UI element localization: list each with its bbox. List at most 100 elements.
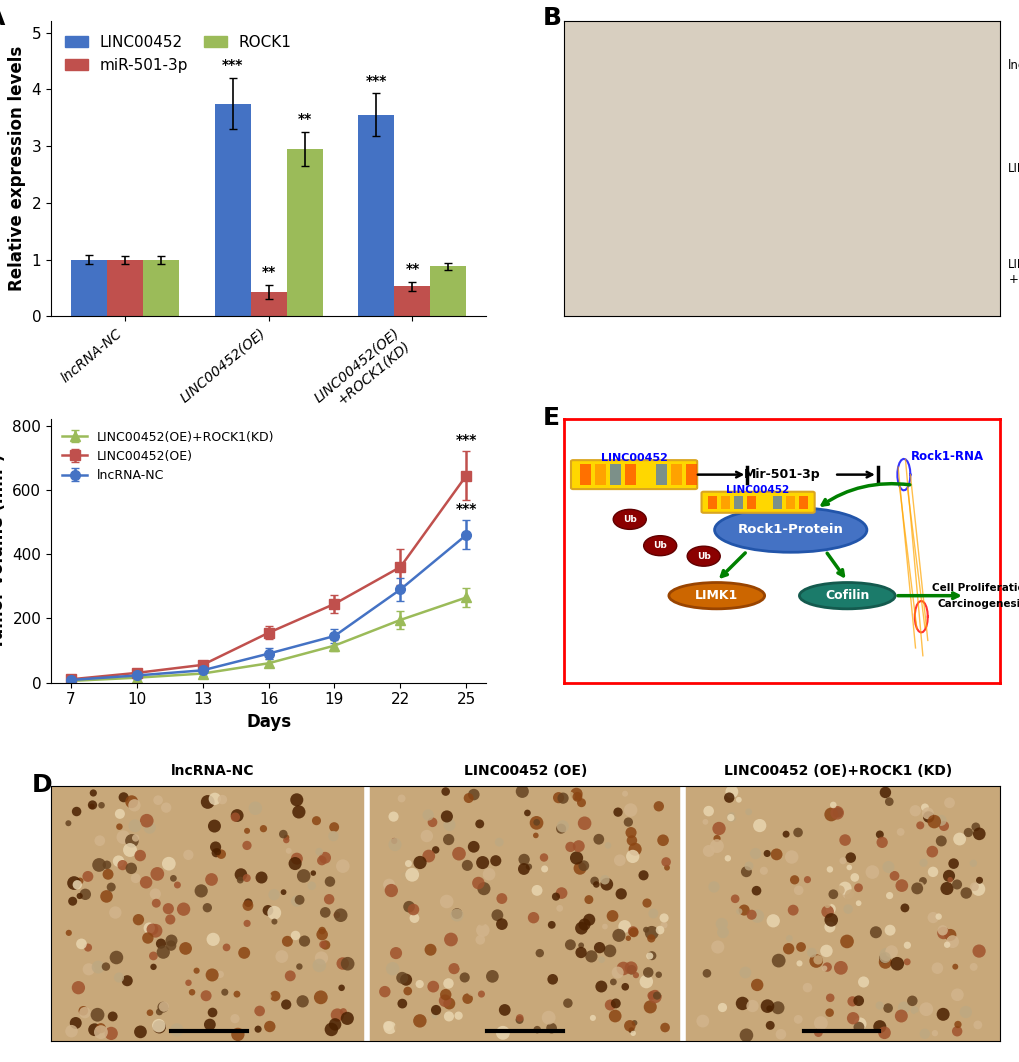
Point <box>638 973 654 990</box>
X-axis label: Days: Days <box>246 713 290 731</box>
Point <box>604 974 621 991</box>
FancyBboxPatch shape <box>594 464 605 485</box>
Point <box>450 845 467 862</box>
Point <box>112 805 128 822</box>
Point <box>959 824 975 841</box>
Point <box>945 855 961 872</box>
Text: Ub: Ub <box>653 542 666 550</box>
Point <box>627 841 643 858</box>
Point <box>111 818 127 835</box>
Point <box>459 990 475 1007</box>
Point <box>75 1003 92 1020</box>
Point <box>818 959 835 976</box>
Point <box>206 818 222 835</box>
Text: **: ** <box>261 266 275 279</box>
Point <box>516 860 532 877</box>
Point <box>327 1016 343 1033</box>
Point <box>247 830 263 847</box>
Point <box>910 1010 926 1027</box>
Point <box>311 843 327 860</box>
Point <box>937 880 954 897</box>
Point <box>145 947 161 964</box>
Point <box>593 952 609 969</box>
Point <box>114 857 130 874</box>
Point <box>93 1020 109 1037</box>
Point <box>623 959 639 976</box>
Point <box>554 818 571 835</box>
Point <box>641 947 657 964</box>
Point <box>917 1000 933 1017</box>
Point <box>130 911 147 928</box>
Point <box>821 919 838 936</box>
Point <box>385 808 401 825</box>
Bar <box>70 259 107 316</box>
Point <box>892 823 908 840</box>
Point <box>278 832 294 849</box>
Point <box>163 932 179 949</box>
Point <box>529 881 545 898</box>
Point <box>140 929 156 946</box>
Point <box>291 958 308 975</box>
Point <box>720 789 737 806</box>
Point <box>650 798 666 815</box>
Point <box>914 873 930 890</box>
Point <box>822 911 839 928</box>
Point <box>474 854 490 871</box>
Point <box>731 806 747 823</box>
Text: Cofilin: Cofilin <box>824 589 868 602</box>
Point <box>321 873 337 890</box>
Point <box>287 927 304 944</box>
Point <box>438 893 454 910</box>
Point <box>147 922 163 939</box>
Point <box>637 921 653 938</box>
Point <box>903 992 919 1009</box>
Point <box>79 868 96 885</box>
Point <box>625 923 641 940</box>
Point <box>620 813 636 830</box>
Point <box>132 1024 149 1041</box>
Point <box>475 880 491 897</box>
Point <box>255 820 271 837</box>
Point <box>928 960 945 977</box>
Point <box>550 908 567 925</box>
Point <box>934 925 951 942</box>
Point <box>338 1010 355 1027</box>
Point <box>936 1021 953 1038</box>
Point <box>64 893 81 910</box>
Point <box>829 804 846 821</box>
Point <box>908 880 924 897</box>
Point <box>149 866 165 883</box>
Point <box>765 788 782 805</box>
FancyBboxPatch shape <box>640 464 651 485</box>
Point <box>335 1004 352 1021</box>
Point <box>420 847 436 864</box>
Point <box>110 853 126 870</box>
Text: LINC00452: LINC00452 <box>726 485 789 495</box>
Point <box>871 1018 888 1035</box>
Bar <box>358 115 394 316</box>
Point <box>278 828 294 845</box>
Point <box>261 1018 277 1035</box>
Point <box>266 913 282 930</box>
Point <box>625 1025 641 1042</box>
Point <box>238 870 255 887</box>
FancyBboxPatch shape <box>747 496 755 509</box>
Point <box>103 1025 119 1042</box>
Point <box>525 909 541 926</box>
Point <box>876 954 893 971</box>
Point <box>730 791 746 808</box>
Point <box>575 857 591 874</box>
Point <box>620 929 636 946</box>
Point <box>561 937 578 954</box>
Point <box>142 1005 158 1022</box>
Point <box>440 975 457 992</box>
Point <box>496 1001 513 1018</box>
Point <box>648 987 664 1004</box>
Point <box>821 901 838 918</box>
Point <box>612 886 629 903</box>
Point <box>622 802 638 819</box>
Point <box>553 885 570 902</box>
Point <box>932 811 949 828</box>
Point <box>76 1005 93 1022</box>
Point <box>460 789 476 806</box>
